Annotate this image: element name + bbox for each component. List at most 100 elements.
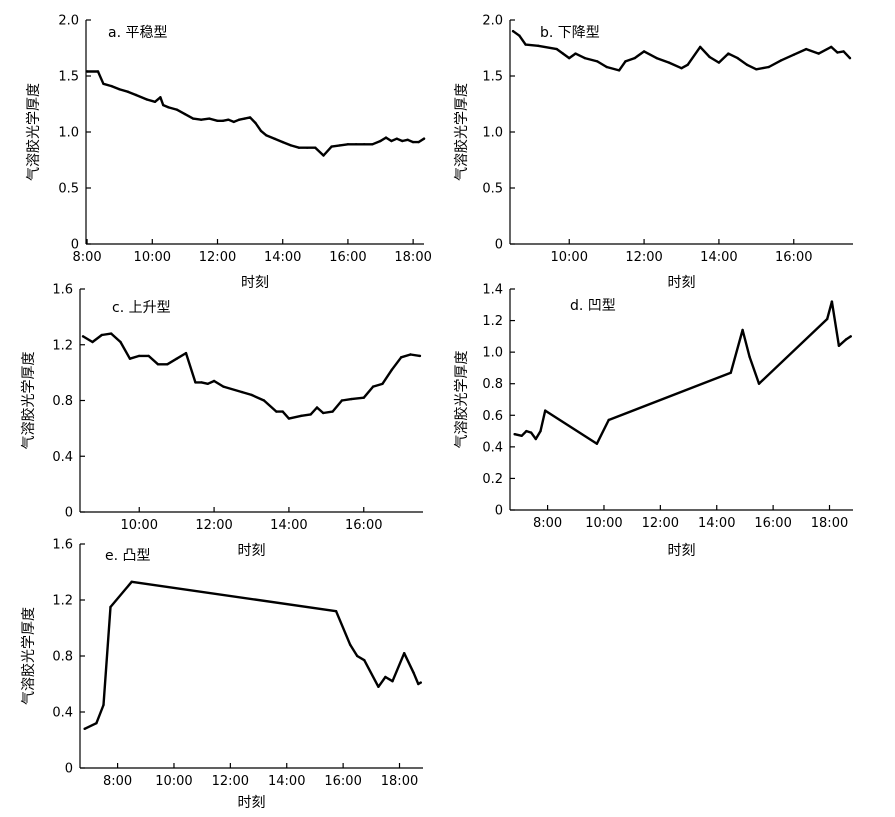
data-point [102, 82, 105, 86]
data-point [390, 368, 393, 371]
data-point [667, 61, 671, 64]
x-tick-label: 18:00 [394, 250, 431, 265]
y-tick-label: 0.8 [52, 650, 73, 665]
data-point [511, 30, 515, 33]
data-point [350, 397, 353, 401]
x-tick-label: 12:00 [212, 774, 249, 789]
data-point [95, 722, 98, 725]
data-point [837, 344, 841, 347]
data-point [849, 335, 852, 338]
x-tick-label: 10:00 [155, 774, 192, 789]
data-point [126, 90, 129, 93]
data-point [842, 50, 845, 53]
data-point [534, 437, 537, 441]
data-point [175, 108, 178, 111]
data-point [555, 47, 558, 51]
data-point [206, 382, 209, 385]
chart-panel-3: 0 0.4 0.8 1.2 1.6 10:00 12:00 14:00 16:00 c. 上升型时… [20, 283, 423, 559]
data-point [287, 417, 291, 420]
y-tick-label: 0 [65, 762, 73, 777]
x-axis-title: 时刻 [238, 795, 266, 811]
x-tick-label: 10:00 [134, 250, 171, 265]
x-tick-label: 16:00 [324, 774, 361, 789]
y-tick-label: 0 [71, 238, 79, 253]
y-axis-title: 气溶胶光学厚度 [453, 351, 470, 449]
data-point [222, 385, 225, 388]
data-point [400, 356, 403, 359]
data-point [417, 682, 420, 686]
x-tick-label: 18:00 [811, 516, 848, 531]
data-point [391, 680, 394, 683]
chart-title: a. 平稳型 [108, 25, 167, 41]
data-point [727, 52, 730, 55]
data-point [595, 442, 599, 445]
data-point [159, 96, 162, 99]
data-point [138, 354, 141, 358]
data-point [605, 65, 608, 69]
data-point [208, 117, 211, 120]
chart-panel-2: 0 0.5 1.0 1.5 2.0 10:00 12:00 14:00 16:00 b. 下降型时… [453, 14, 853, 291]
x-axis-title: 时刻 [668, 543, 696, 559]
y-tick-label: 0.5 [482, 182, 503, 197]
data-point [417, 140, 420, 144]
data-point [134, 93, 138, 97]
data-point [191, 117, 195, 120]
data-point [248, 116, 252, 119]
data-point [194, 381, 197, 384]
data-point [184, 351, 188, 355]
data-point [520, 434, 523, 437]
data-point [322, 154, 325, 157]
y-tick-label: 2.0 [482, 14, 503, 29]
x-tick-label: 16:00 [754, 516, 791, 531]
data-point [403, 652, 406, 655]
data-point [371, 143, 374, 146]
data-point [216, 119, 219, 123]
chart-panel-4: 0 0.2 0.4 0.6 0.8 1.0 1.2 1.4 8:00 10:00 12:00 14:0… [453, 283, 853, 559]
data-point [289, 144, 293, 147]
data-point [513, 433, 516, 436]
data-point [250, 393, 253, 397]
data-point [362, 396, 365, 399]
y-tick-label: 1.6 [52, 538, 73, 553]
data-point [221, 119, 225, 123]
data-point [745, 63, 749, 66]
series-line [81, 332, 422, 420]
series-line [85, 70, 426, 157]
data-point [836, 51, 839, 54]
data-point [200, 381, 203, 384]
data-point [130, 580, 133, 583]
data-point [607, 418, 610, 422]
x-tick-label: 10:00 [551, 250, 588, 265]
data-point [848, 56, 852, 60]
x-tick-label: 14:00 [270, 518, 307, 533]
data-point [401, 139, 404, 143]
data-point [624, 60, 627, 63]
y-axis-title: 气溶胶光学厚度 [25, 83, 42, 181]
data-point [792, 53, 795, 56]
y-axis-title: 气溶胶光学厚度 [20, 352, 37, 450]
data-point [306, 146, 309, 149]
y-tick-label: 1.5 [482, 70, 503, 85]
data-point [767, 65, 770, 69]
data-point [265, 134, 268, 137]
data-point [568, 56, 571, 60]
data-point [331, 410, 334, 413]
y-axis-title: 气溶胶光学厚度 [20, 607, 37, 705]
data-point [109, 605, 112, 609]
data-point [232, 120, 235, 124]
data-point [518, 34, 521, 37]
y-tick-label: 0 [495, 504, 503, 519]
data-point [259, 129, 263, 133]
data-point [686, 63, 689, 66]
data-point [390, 139, 393, 143]
data-point [736, 56, 739, 60]
x-tick-label: 14:00 [268, 774, 305, 789]
data-point [91, 340, 94, 344]
data-point [655, 56, 658, 60]
data-point [346, 143, 350, 146]
x-tick-label: 12:00 [625, 250, 662, 265]
y-tick-label: 1.2 [482, 314, 503, 329]
data-point [166, 363, 169, 366]
data-point [757, 382, 761, 385]
